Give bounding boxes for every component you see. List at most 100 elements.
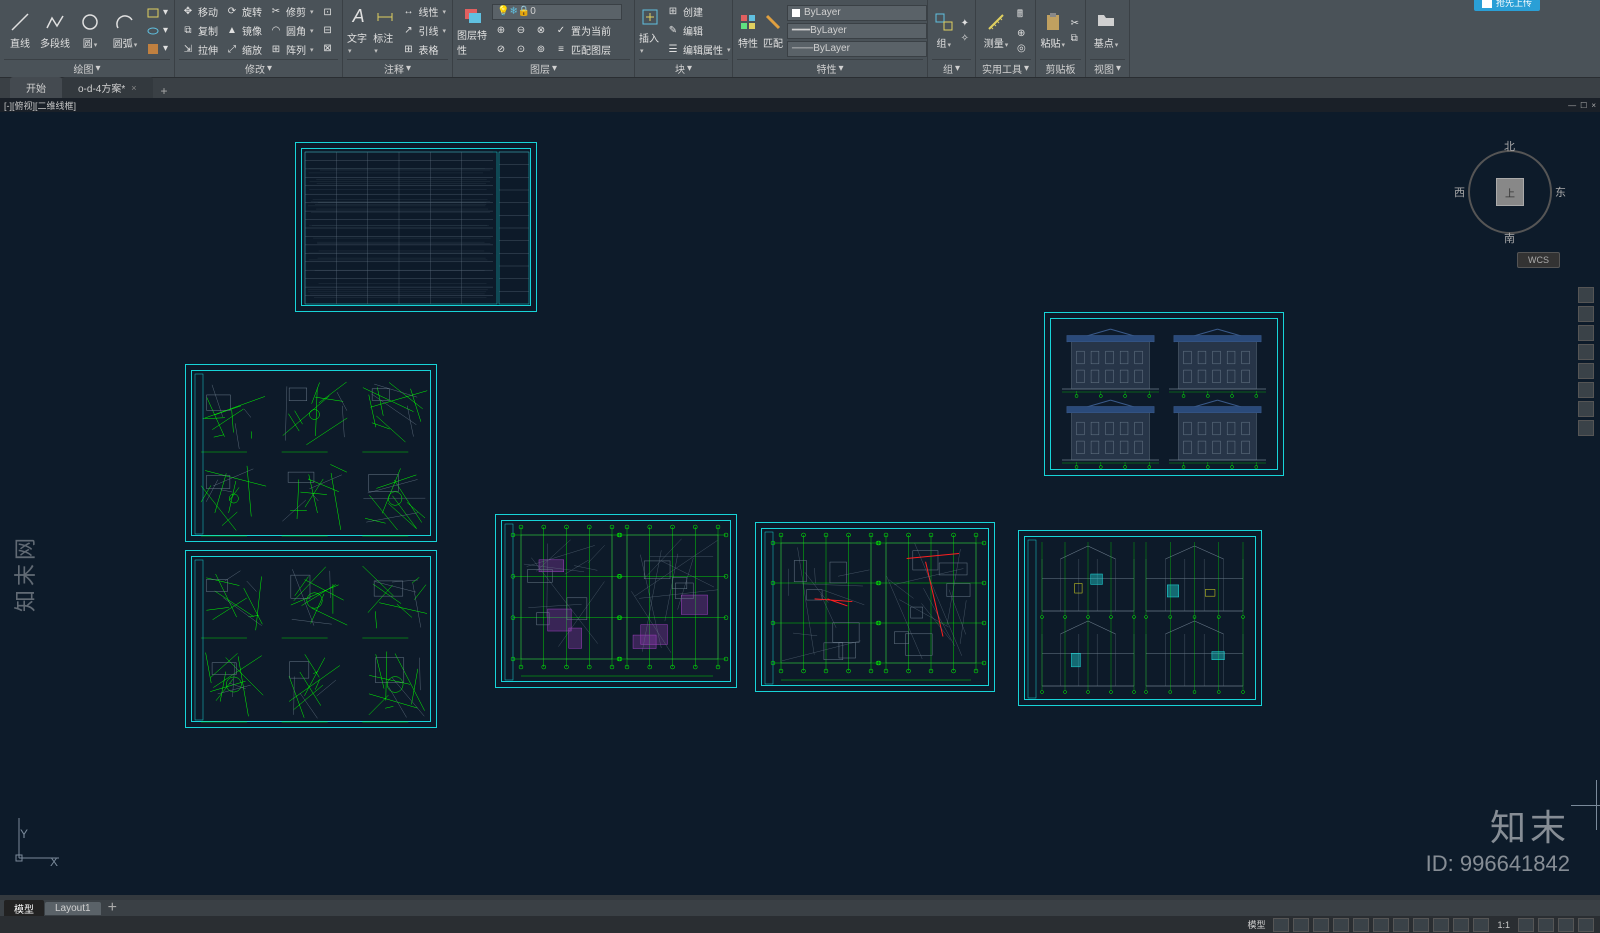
rect-icon[interactable]: ▾: [144, 5, 170, 21]
match-layer-button[interactable]: ≡匹配图层: [552, 41, 613, 58]
chevron-down-icon[interactable]: ▾: [955, 63, 960, 74]
status-ortho-icon[interactable]: [1313, 918, 1329, 932]
chevron-down-icon[interactable]: ▾: [687, 63, 692, 74]
basepoint-button[interactable]: 基点: [1090, 6, 1122, 56]
status-iso-icon[interactable]: [1538, 918, 1554, 932]
layer-icon-1[interactable]: ⊕: [492, 22, 510, 39]
util-icon3[interactable]: ◎: [1015, 42, 1028, 55]
tab-file[interactable]: o-d-4方案*×: [62, 77, 153, 98]
edit-block-button[interactable]: ✎编辑: [664, 22, 733, 39]
array-button[interactable]: ⊞阵列: [267, 41, 316, 58]
layer-dropdown[interactable]: 💡❄🔒 0: [492, 4, 622, 20]
mod-icon-3[interactable]: ⊠: [319, 41, 337, 57]
status-gear-icon[interactable]: [1518, 918, 1534, 932]
chevron-down-icon[interactable]: ▾: [1116, 63, 1121, 74]
leader-button[interactable]: ↗引线: [399, 22, 448, 39]
chevron-down-icon[interactable]: ▾: [1024, 63, 1029, 74]
status-lwt-icon[interactable]: [1393, 918, 1409, 932]
group-button[interactable]: 组: [932, 6, 956, 56]
mirror-button[interactable]: ▲镜像: [223, 22, 264, 39]
line-button[interactable]: 直线: [4, 6, 36, 56]
table-button[interactable]: ⊞表格: [399, 41, 448, 58]
nav-zoom-icon[interactable]: [1578, 325, 1594, 341]
status-scale[interactable]: 1:1: [1493, 920, 1514, 930]
nav-icon-8[interactable]: [1578, 420, 1594, 436]
chevron-down-icon[interactable]: ▾: [267, 63, 272, 74]
layout-add-button[interactable]: +: [102, 899, 123, 917]
nav-orbit-icon[interactable]: [1578, 344, 1594, 360]
layer-icon-4[interactable]: ⊘: [492, 41, 510, 58]
scale-button[interactable]: ⤢缩放: [223, 41, 264, 58]
status-osnap-icon[interactable]: [1353, 918, 1369, 932]
mod-icon-2[interactable]: ⊟: [319, 23, 337, 39]
layer-icon-6[interactable]: ⊚: [532, 41, 550, 58]
nav-wheel-icon[interactable]: [1578, 287, 1594, 303]
chevron-down-icon[interactable]: ▾: [406, 63, 411, 74]
view-cube[interactable]: 上 北 南 东 西: [1460, 142, 1560, 242]
close-window-icon[interactable]: ×: [1591, 101, 1596, 110]
linear-button[interactable]: ↔线性: [399, 3, 448, 20]
status-trans-icon[interactable]: [1413, 918, 1429, 932]
create-block-button[interactable]: ⊞创建: [664, 3, 733, 20]
layer-icon-2[interactable]: ⊖: [512, 22, 530, 39]
layout1-tab[interactable]: Layout1: [45, 902, 101, 915]
maximize-icon[interactable]: ☐: [1580, 101, 1587, 110]
text-button[interactable]: A文字: [347, 6, 370, 56]
tab-start[interactable]: 开始: [10, 77, 62, 98]
measure-button[interactable]: 测量: [980, 6, 1012, 56]
lineweight-select[interactable]: ━━━ ByLayer: [787, 23, 927, 39]
status-otrack-icon[interactable]: [1373, 918, 1389, 932]
polyline-button[interactable]: 多段线: [39, 6, 71, 56]
arc-button[interactable]: 圆弧: [109, 6, 141, 56]
layer-icon-3[interactable]: ⊗: [532, 22, 550, 39]
hatch-icon[interactable]: ▾: [144, 41, 170, 57]
circle-button[interactable]: 圆: [74, 6, 106, 56]
chevron-down-icon[interactable]: ▾: [552, 63, 557, 74]
upload-badge[interactable]: 抢先上传: [1474, 0, 1540, 11]
status-custom-icon[interactable]: [1578, 918, 1594, 932]
grp-icon2[interactable]: ✧: [959, 32, 971, 45]
linetype-select[interactable]: ─── ByLayer: [787, 41, 927, 57]
chevron-down-icon[interactable]: ▾: [95, 63, 100, 74]
model-tab[interactable]: 模型: [4, 900, 44, 917]
nav-showmo-icon[interactable]: [1578, 363, 1594, 379]
fillet-button[interactable]: ◠圆角: [267, 22, 316, 39]
status-polar-icon[interactable]: [1333, 918, 1349, 932]
status-sc-icon[interactable]: [1453, 918, 1469, 932]
ellipse-icon[interactable]: ▾: [144, 23, 170, 39]
compass-south[interactable]: 南: [1504, 230, 1515, 246]
chevron-down-icon[interactable]: ▾: [838, 63, 843, 74]
util-icon1[interactable]: 🖩: [1015, 6, 1028, 25]
wcs-badge[interactable]: WCS: [1517, 252, 1560, 268]
tab-add-button[interactable]: +: [153, 84, 176, 98]
props-button[interactable]: 特性: [737, 6, 759, 56]
compass-west[interactable]: 西: [1454, 184, 1465, 200]
compass-east[interactable]: 东: [1555, 184, 1566, 200]
insert-button[interactable]: 插入: [639, 6, 661, 56]
minimize-icon[interactable]: —: [1568, 101, 1576, 110]
nav-icon-7[interactable]: [1578, 401, 1594, 417]
match-props-button[interactable]: 匹配: [762, 6, 784, 56]
nav-icon-6[interactable]: [1578, 382, 1594, 398]
color-select[interactable]: ByLayer: [787, 5, 927, 21]
view-cube-top[interactable]: 上: [1496, 178, 1524, 206]
status-clean-icon[interactable]: [1558, 918, 1574, 932]
copy-button[interactable]: ⧉复制: [179, 22, 220, 39]
status-grid-icon[interactable]: [1273, 918, 1289, 932]
layer-props-button[interactable]: 图层特性: [457, 6, 489, 56]
move-button[interactable]: ✥移动: [179, 3, 220, 20]
status-anno-icon[interactable]: [1473, 918, 1489, 932]
nav-pan-icon[interactable]: [1578, 306, 1594, 322]
drawing-canvas[interactable]: 上 北 南 东 西 WCS YX 知末网 知末 ID: 996641842: [0, 112, 1600, 895]
layer-icon-5[interactable]: ⊙: [512, 41, 530, 58]
close-icon[interactable]: ×: [131, 83, 136, 93]
rotate-button[interactable]: ⟳旋转: [223, 3, 264, 20]
mod-icon-1[interactable]: ⊡: [319, 5, 337, 21]
stretch-button[interactable]: ⇲拉伸: [179, 41, 220, 58]
paste-button[interactable]: 粘贴: [1040, 6, 1066, 56]
util-icon2[interactable]: ⊕: [1015, 27, 1028, 40]
compass-north[interactable]: 北: [1504, 138, 1515, 154]
edit-attr-button[interactable]: ☰编辑属性: [664, 41, 733, 58]
grp-icon[interactable]: ✦: [959, 17, 971, 30]
dim-button[interactable]: 标注: [373, 6, 396, 56]
